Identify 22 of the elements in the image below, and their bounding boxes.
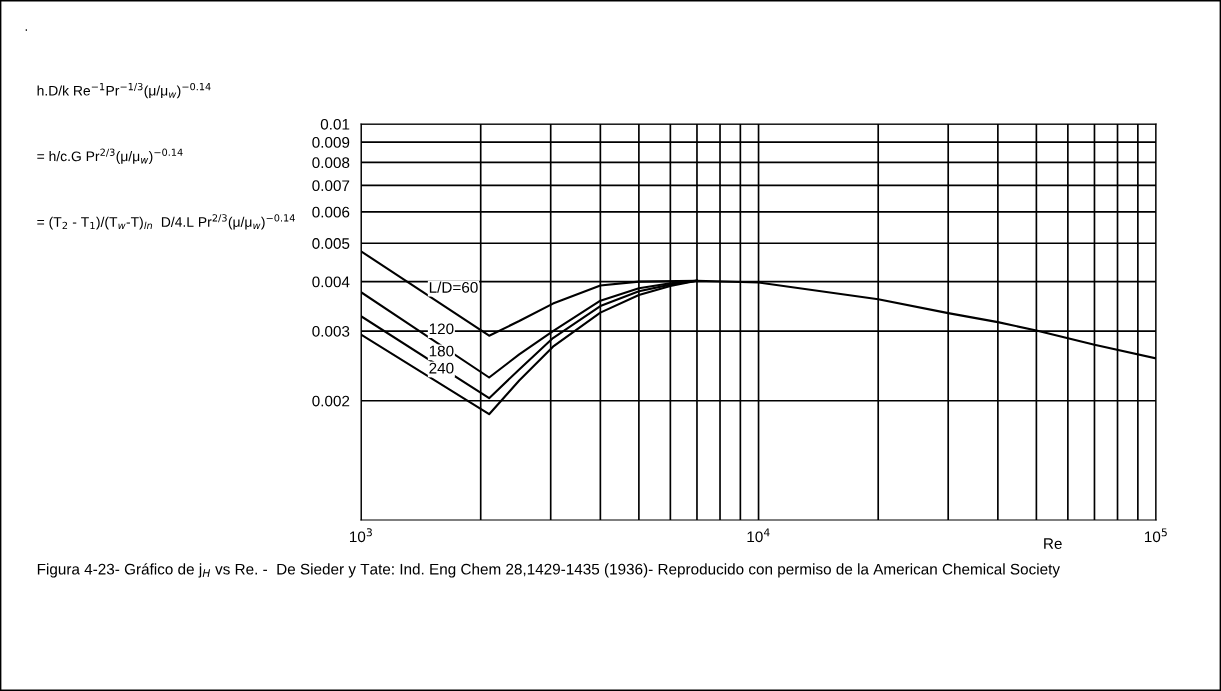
text: = (T$_{2}$ - T$_{1}$)/(T$_{w}$-T)$_{ln}$ D/4.L Pr$^{2/3}$(μ/μ$_{w}$)$^{−0.14}$ [37, 214, 295, 230]
y-tick-label: 0.007 [312, 180, 350, 192]
text: Figura 4-23- Gráfico de j$_{H}$ vs Re. - De Sieder y Tate: Ind. Eng Chem 28,1429-1435 (1936)- Reproducido con permiso de la American Chemical Society [37, 563, 1060, 578]
x-tick-label: 10$^{5}$ [1144, 528, 1167, 543]
text: = h/c.G Pr$^{2/3}$(μ/μ$_{w}$)$^{−0.14}$ [37, 148, 183, 164]
y-tick-label: 0.005 [312, 238, 350, 249]
text: . [25, 29, 28, 31]
x-tick-label: 10$^{4}$ [747, 528, 770, 543]
y-tick-label: 0.002 [312, 395, 350, 407]
y-tick-label: 0.003 [312, 325, 350, 337]
series-label: 120 [429, 323, 454, 335]
y-tick-label: 0.008 [312, 157, 350, 169]
series-label: 180 [429, 345, 454, 357]
y-tick-label: 0.006 [312, 206, 350, 218]
text: h.D/k Re$^{−1}$Pr$^{−1/3}$(μ/μ$_{w}$)$^{−0.14}$ [37, 82, 211, 99]
series-label: L/D=60 [429, 281, 478, 293]
x-tick-label: 10$^{3}$ [349, 528, 372, 543]
y-tick-label: 0.01 [320, 118, 350, 130]
series-label: 240 [429, 362, 454, 374]
y-tick-label: 0.004 [312, 276, 350, 288]
y-tick-label: 0.009 [312, 137, 350, 148]
x-axis-title: Re [1044, 538, 1062, 550]
